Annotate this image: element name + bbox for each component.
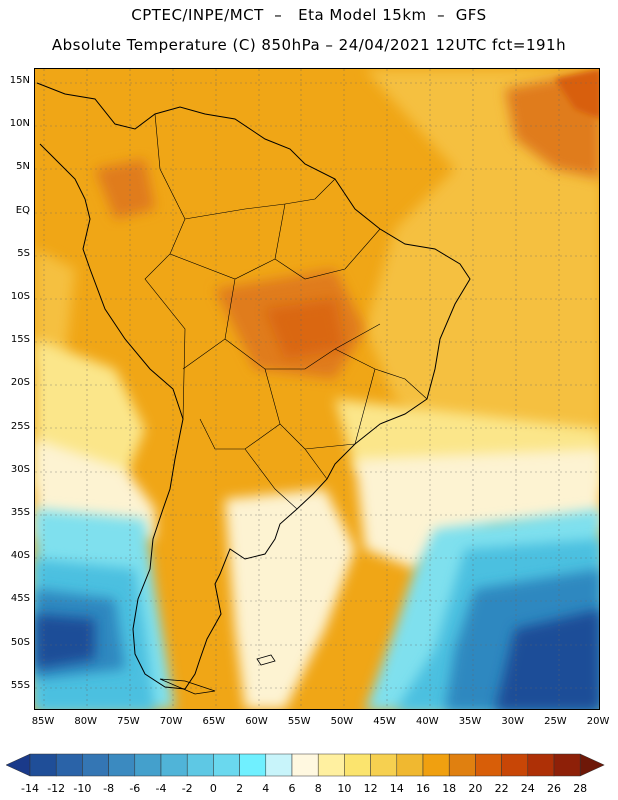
colorbar-swatch bbox=[527, 753, 555, 777]
lat-label: 15N bbox=[9, 75, 30, 86]
south-america-coastline bbox=[36, 82, 471, 690]
lon-label: 50W bbox=[330, 716, 354, 727]
lon-label: 85W bbox=[31, 716, 55, 727]
lon-label: 30W bbox=[501, 716, 524, 727]
colorbar-arrow-low bbox=[5, 753, 31, 777]
colorbar-tick-label: -10 bbox=[73, 782, 92, 795]
colorbar-tick-label: 20 bbox=[468, 782, 483, 795]
colorbar-tick-label: 10 bbox=[337, 782, 352, 795]
colorbar-tick-label: 4 bbox=[262, 782, 270, 795]
lon-label: 40W bbox=[415, 716, 439, 727]
lon-label: 35W bbox=[458, 716, 482, 727]
colorbar-swatch bbox=[553, 753, 581, 777]
temperature-field bbox=[35, 69, 599, 709]
lat-label: 40S bbox=[10, 550, 30, 562]
temperature-map[interactable] bbox=[34, 68, 600, 710]
lon-label: 65W bbox=[202, 716, 226, 727]
map-title-line1: CPTEC/INPE/MCT – Eta Model 15km – GFS bbox=[131, 6, 487, 24]
colorbar-swatch bbox=[239, 753, 267, 777]
tierra-del-fuego bbox=[159, 678, 216, 695]
colorbar-swatch bbox=[265, 753, 293, 777]
lon-label: 25W bbox=[544, 716, 567, 727]
colorbar-tick-label: -6 bbox=[129, 782, 141, 795]
lat-label: 55S bbox=[10, 679, 30, 691]
lat-label: EQ bbox=[15, 204, 30, 216]
colorbar-tick-label: 0 bbox=[209, 782, 217, 795]
colorbar-swatch bbox=[422, 753, 450, 777]
color-scale-bar bbox=[5, 753, 605, 777]
lat-label: 20S bbox=[10, 377, 30, 389]
colorbar-swatch bbox=[213, 753, 240, 777]
lon-label: 55W bbox=[287, 716, 311, 727]
colorbar-tick-label: 2 bbox=[236, 782, 244, 795]
colorbar-tick-label: 18 bbox=[442, 782, 457, 795]
lat-label: 50S bbox=[10, 636, 30, 648]
colorbar-tick-label: 14 bbox=[389, 782, 404, 795]
colorbar-swatch bbox=[475, 753, 502, 777]
lat-label: 30S bbox=[10, 463, 30, 475]
colorbar-tick-label: -8 bbox=[103, 782, 115, 795]
colorbar-swatch bbox=[396, 753, 424, 777]
colorbar-swatch bbox=[186, 753, 214, 777]
colorbar-tick-label: -12 bbox=[47, 782, 66, 795]
lat-label: 5N bbox=[16, 161, 30, 173]
map-title-line2: Absolute Temperature (C) 850hPa – 24/04/… bbox=[51, 36, 567, 54]
colorbar-swatch bbox=[501, 753, 529, 777]
lon-label: 60W bbox=[245, 716, 268, 727]
colorbar-swatch bbox=[82, 753, 109, 777]
colorbar-tick-label: 6 bbox=[288, 782, 296, 795]
lat-label: 25S bbox=[10, 420, 30, 432]
lon-label: 45W bbox=[373, 716, 396, 727]
colorbar-tick-label: 12 bbox=[363, 782, 378, 795]
lat-label: 45S bbox=[10, 593, 30, 605]
lon-label: 20W bbox=[586, 716, 610, 727]
colorbar-tick-label: 26 bbox=[547, 782, 561, 795]
lat-label: 10S bbox=[10, 291, 30, 302]
lon-label: 70W bbox=[159, 716, 183, 727]
colorbar-swatch bbox=[291, 753, 319, 777]
colorbar-swatch bbox=[29, 753, 57, 777]
country-borders bbox=[144, 113, 428, 510]
colorbar-tick-label: 22 bbox=[494, 782, 509, 795]
lat-label: 15S bbox=[10, 334, 30, 346]
lat-label: 5S bbox=[17, 247, 30, 259]
colorbar-tick-label: 24 bbox=[520, 782, 535, 795]
lat-label: 10N bbox=[9, 118, 30, 130]
colorbar-tick-label: 28 bbox=[573, 782, 588, 795]
colorbar-swatch bbox=[370, 753, 398, 777]
lon-label: 75W bbox=[117, 716, 140, 727]
colorbar-swatch bbox=[317, 753, 345, 777]
colorbar-tick-label: -14 bbox=[21, 782, 39, 795]
colorbar-swatch bbox=[134, 753, 162, 777]
colorbar-tick-label: 16 bbox=[416, 782, 430, 795]
falkland-islands bbox=[256, 654, 276, 666]
colorbar-tick-label: 8 bbox=[314, 782, 322, 795]
colorbar-swatch bbox=[344, 753, 371, 777]
colorbar-swatch bbox=[108, 753, 136, 777]
colorbar-swatch bbox=[160, 753, 188, 777]
colorbar-arrow-high bbox=[579, 753, 605, 777]
lat-label: 35S bbox=[10, 507, 30, 518]
colorbar-swatch bbox=[448, 753, 476, 777]
colorbar-swatch bbox=[55, 753, 83, 777]
lon-label: 80W bbox=[74, 716, 97, 727]
colorbar-tick-label: -2 bbox=[181, 782, 193, 795]
colorbar-tick-label: -4 bbox=[155, 782, 167, 795]
